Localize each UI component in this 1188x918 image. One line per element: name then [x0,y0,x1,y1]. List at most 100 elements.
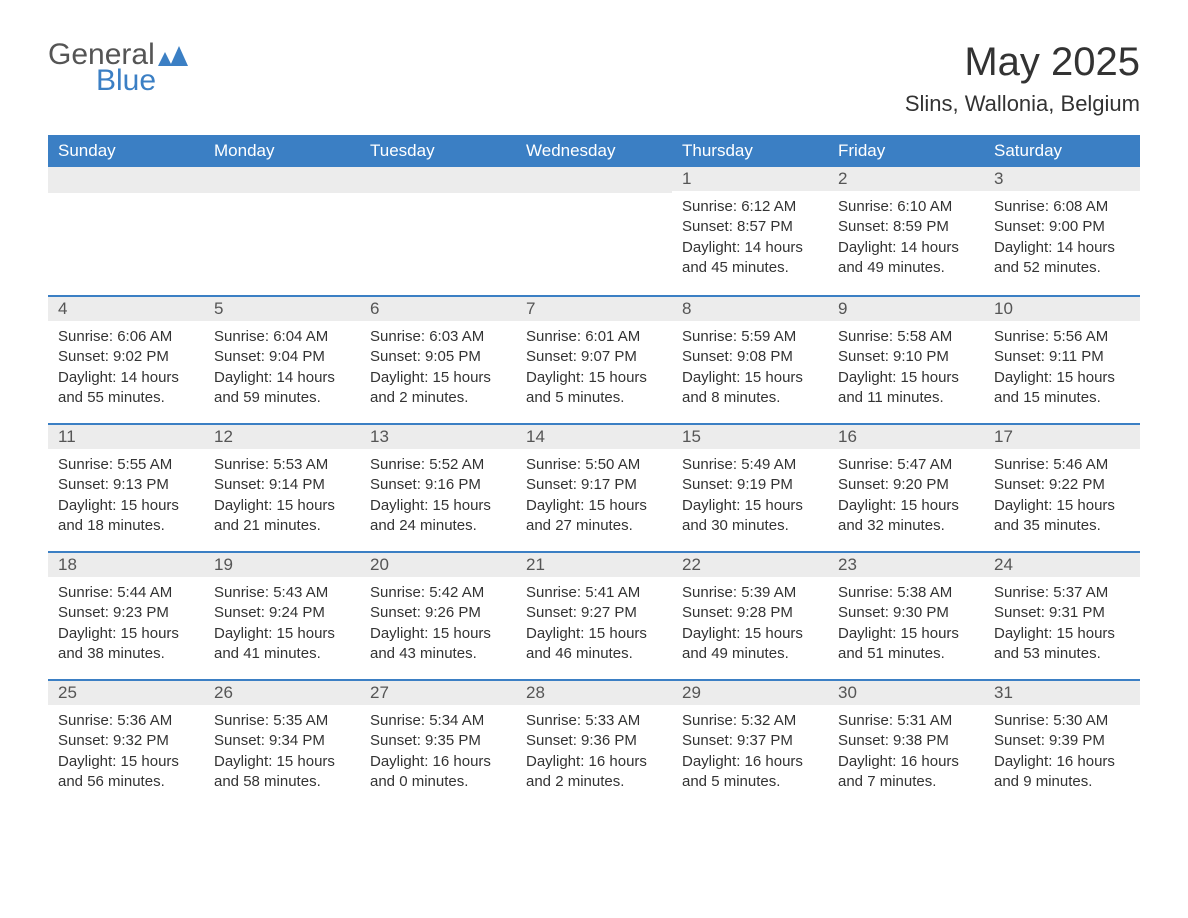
daylight-text: Daylight: 15 hours and 5 minutes. [526,368,662,409]
calendar-cell: 30Sunrise: 5:31 AMSunset: 9:38 PMDayligh… [828,679,984,807]
sunrise-text: Sunrise: 6:01 AM [526,327,662,347]
calendar-cell: 5Sunrise: 6:04 AMSunset: 9:04 PMDaylight… [204,295,360,423]
day-body: Sunrise: 5:31 AMSunset: 9:38 PMDaylight:… [828,705,984,796]
sunrise-text: Sunrise: 5:52 AM [370,455,506,475]
sunrise-text: Sunrise: 5:47 AM [838,455,974,475]
daylight-text: Daylight: 15 hours and 35 minutes. [994,496,1130,537]
calendar-cell: 16Sunrise: 5:47 AMSunset: 9:20 PMDayligh… [828,423,984,551]
calendar-cell [360,167,516,295]
day-body: Sunrise: 5:43 AMSunset: 9:24 PMDaylight:… [204,577,360,668]
logo-blue-text: Blue [96,66,156,96]
sunset-text: Sunset: 9:00 PM [994,217,1130,237]
day-body: Sunrise: 5:30 AMSunset: 9:39 PMDaylight:… [984,705,1140,796]
day-number: 27 [360,679,516,705]
day-body: Sunrise: 5:46 AMSunset: 9:22 PMDaylight:… [984,449,1140,540]
sunset-text: Sunset: 9:32 PM [58,731,194,751]
daylight-text: Daylight: 15 hours and 24 minutes. [370,496,506,537]
day-number: 4 [48,295,204,321]
daylight-text: Daylight: 15 hours and 18 minutes. [58,496,194,537]
day-number: 15 [672,423,828,449]
sunrise-text: Sunrise: 5:30 AM [994,711,1130,731]
calendar-cell: 23Sunrise: 5:38 AMSunset: 9:30 PMDayligh… [828,551,984,679]
day-number: 1 [672,167,828,191]
day-number: 23 [828,551,984,577]
calendar-header-row: SundayMondayTuesdayWednesdayThursdayFrid… [48,135,1140,167]
sunrise-text: Sunrise: 5:46 AM [994,455,1130,475]
day-number: 11 [48,423,204,449]
calendar-cell: 14Sunrise: 5:50 AMSunset: 9:17 PMDayligh… [516,423,672,551]
calendar-cell: 21Sunrise: 5:41 AMSunset: 9:27 PMDayligh… [516,551,672,679]
sunrise-text: Sunrise: 5:50 AM [526,455,662,475]
sunset-text: Sunset: 9:16 PM [370,475,506,495]
day-body: Sunrise: 5:37 AMSunset: 9:31 PMDaylight:… [984,577,1140,668]
day-body: Sunrise: 5:39 AMSunset: 9:28 PMDaylight:… [672,577,828,668]
sunrise-text: Sunrise: 6:10 AM [838,197,974,217]
calendar-cell: 27Sunrise: 5:34 AMSunset: 9:35 PMDayligh… [360,679,516,807]
day-body: Sunrise: 6:04 AMSunset: 9:04 PMDaylight:… [204,321,360,412]
daylight-text: Daylight: 15 hours and 8 minutes. [682,368,818,409]
day-body: Sunrise: 6:01 AMSunset: 9:07 PMDaylight:… [516,321,672,412]
daylight-text: Daylight: 15 hours and 30 minutes. [682,496,818,537]
sunrise-text: Sunrise: 5:44 AM [58,583,194,603]
day-number: 13 [360,423,516,449]
sunrise-text: Sunrise: 5:36 AM [58,711,194,731]
daylight-text: Daylight: 15 hours and 58 minutes. [214,752,350,793]
daylight-text: Daylight: 15 hours and 27 minutes. [526,496,662,537]
daylight-text: Daylight: 15 hours and 51 minutes. [838,624,974,665]
day-body: Sunrise: 5:50 AMSunset: 9:17 PMDaylight:… [516,449,672,540]
daylight-text: Daylight: 15 hours and 46 minutes. [526,624,662,665]
sunrise-text: Sunrise: 5:38 AM [838,583,974,603]
calendar-cell: 8Sunrise: 5:59 AMSunset: 9:08 PMDaylight… [672,295,828,423]
day-body: Sunrise: 5:38 AMSunset: 9:30 PMDaylight:… [828,577,984,668]
day-number [204,167,360,193]
day-body: Sunrise: 5:49 AMSunset: 9:19 PMDaylight:… [672,449,828,540]
sunset-text: Sunset: 9:36 PM [526,731,662,751]
day-number: 22 [672,551,828,577]
day-body: Sunrise: 5:44 AMSunset: 9:23 PMDaylight:… [48,577,204,668]
day-body: Sunrise: 5:32 AMSunset: 9:37 PMDaylight:… [672,705,828,796]
sunrise-text: Sunrise: 6:06 AM [58,327,194,347]
calendar-cell: 17Sunrise: 5:46 AMSunset: 9:22 PMDayligh… [984,423,1140,551]
day-body: Sunrise: 6:10 AMSunset: 8:59 PMDaylight:… [828,191,984,282]
sunrise-text: Sunrise: 5:41 AM [526,583,662,603]
calendar-cell: 24Sunrise: 5:37 AMSunset: 9:31 PMDayligh… [984,551,1140,679]
day-number: 26 [204,679,360,705]
day-body: Sunrise: 5:52 AMSunset: 9:16 PMDaylight:… [360,449,516,540]
day-body: Sunrise: 5:56 AMSunset: 9:11 PMDaylight:… [984,321,1140,412]
day-header: Thursday [672,135,828,167]
calendar-cell: 13Sunrise: 5:52 AMSunset: 9:16 PMDayligh… [360,423,516,551]
daylight-text: Daylight: 15 hours and 56 minutes. [58,752,194,793]
day-number: 6 [360,295,516,321]
sunset-text: Sunset: 9:26 PM [370,603,506,623]
calendar-cell: 25Sunrise: 5:36 AMSunset: 9:32 PMDayligh… [48,679,204,807]
daylight-text: Daylight: 16 hours and 0 minutes. [370,752,506,793]
daylight-text: Daylight: 15 hours and 2 minutes. [370,368,506,409]
calendar-week-row: 1Sunrise: 6:12 AMSunset: 8:57 PMDaylight… [48,167,1140,295]
day-number: 14 [516,423,672,449]
day-number: 2 [828,167,984,191]
sunset-text: Sunset: 8:59 PM [838,217,974,237]
sunset-text: Sunset: 9:19 PM [682,475,818,495]
day-number: 24 [984,551,1140,577]
sunset-text: Sunset: 9:34 PM [214,731,350,751]
calendar-cell: 26Sunrise: 5:35 AMSunset: 9:34 PMDayligh… [204,679,360,807]
sunset-text: Sunset: 9:39 PM [994,731,1130,751]
calendar-cell: 18Sunrise: 5:44 AMSunset: 9:23 PMDayligh… [48,551,204,679]
calendar-cell: 31Sunrise: 5:30 AMSunset: 9:39 PMDayligh… [984,679,1140,807]
sunset-text: Sunset: 9:24 PM [214,603,350,623]
day-header: Sunday [48,135,204,167]
sunrise-text: Sunrise: 5:33 AM [526,711,662,731]
calendar-cell: 7Sunrise: 6:01 AMSunset: 9:07 PMDaylight… [516,295,672,423]
day-number: 7 [516,295,672,321]
sunrise-text: Sunrise: 5:32 AM [682,711,818,731]
sunrise-text: Sunrise: 6:03 AM [370,327,506,347]
calendar-cell: 2Sunrise: 6:10 AMSunset: 8:59 PMDaylight… [828,167,984,295]
sunrise-text: Sunrise: 5:53 AM [214,455,350,475]
calendar-cell: 11Sunrise: 5:55 AMSunset: 9:13 PMDayligh… [48,423,204,551]
daylight-text: Daylight: 15 hours and 41 minutes. [214,624,350,665]
day-body: Sunrise: 6:12 AMSunset: 8:57 PMDaylight:… [672,191,828,282]
daylight-text: Daylight: 14 hours and 52 minutes. [994,238,1130,279]
sunrise-text: Sunrise: 6:08 AM [994,197,1130,217]
sunset-text: Sunset: 9:22 PM [994,475,1130,495]
daylight-text: Daylight: 15 hours and 49 minutes. [682,624,818,665]
